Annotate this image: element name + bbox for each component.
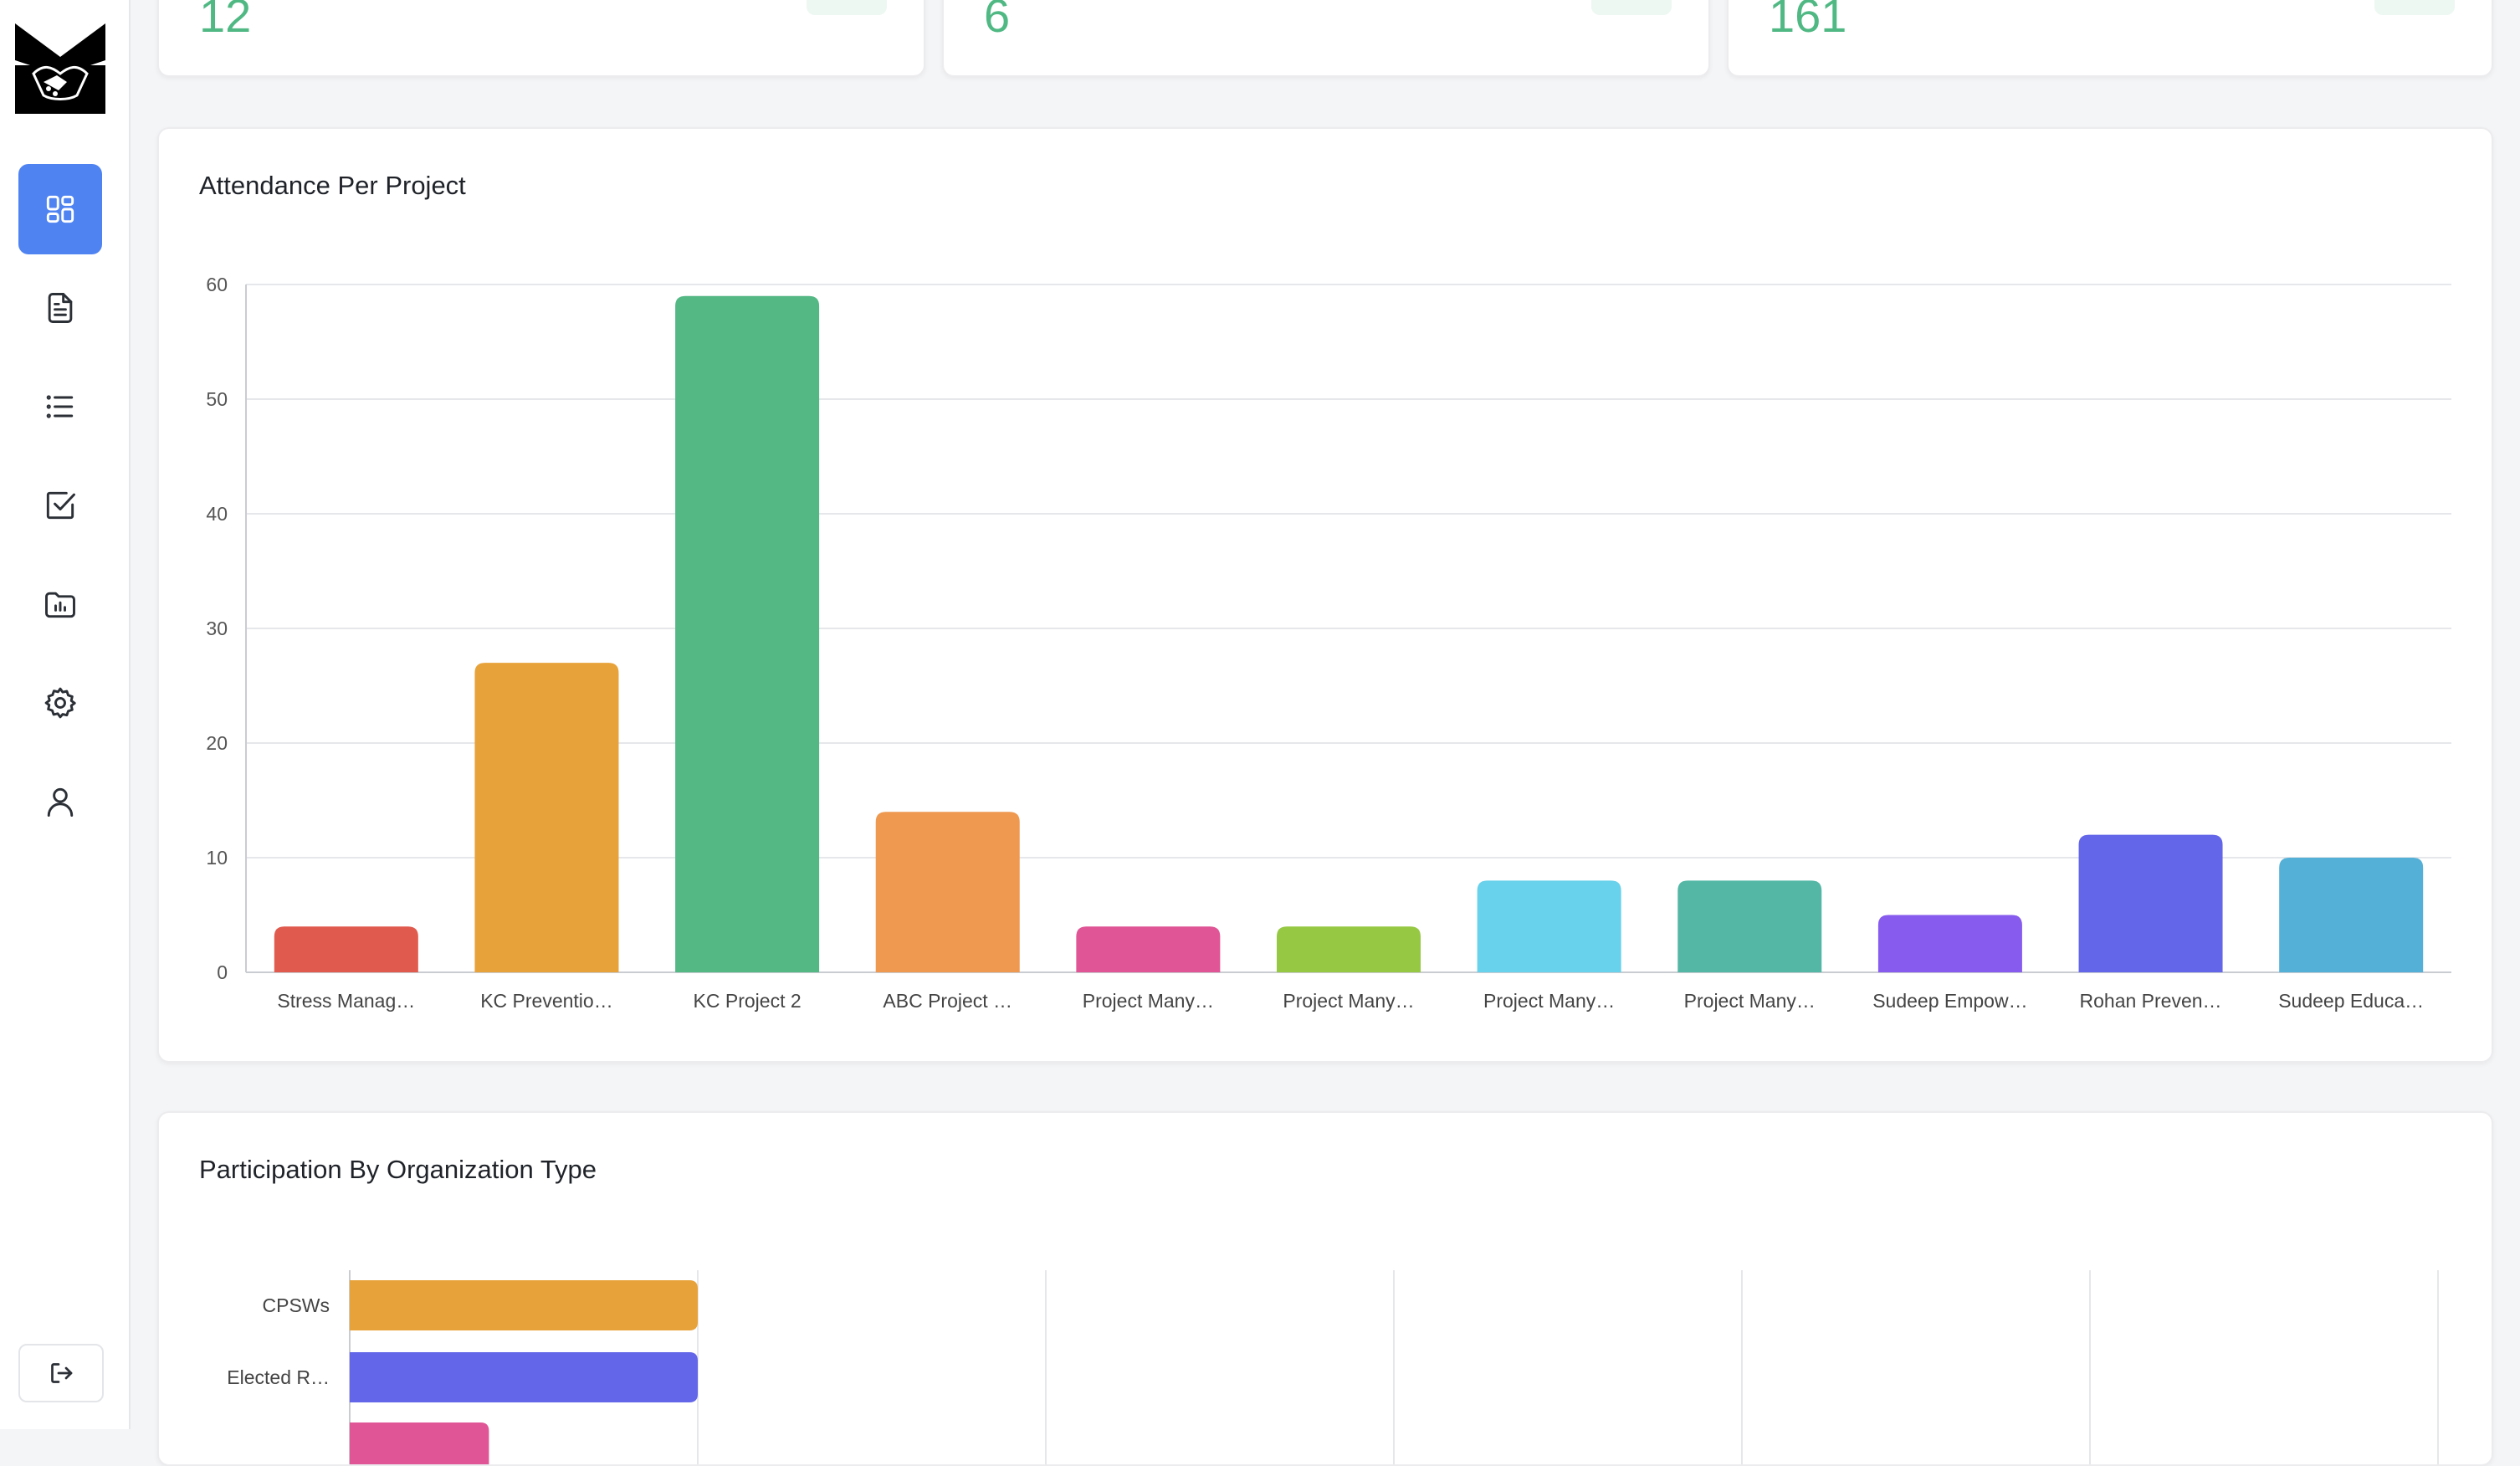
y-tick-label: 30 (206, 618, 228, 639)
bar[interactable] (675, 295, 820, 972)
logout-button[interactable] (18, 1344, 104, 1402)
x-tick-label: Project Many… (1483, 990, 1615, 1012)
handshake-logo-icon[interactable] (15, 23, 105, 114)
stat-badge (1591, 0, 1672, 15)
folder-chart-icon (45, 592, 75, 618)
stat-value: 12 (199, 0, 252, 42)
stat-badge (2374, 0, 2455, 15)
y-tick-label: 20 (206, 732, 228, 754)
sidebar-item-gear[interactable] (18, 658, 102, 748)
x-tick-label: Sudeep Empow… (1872, 990, 2027, 1012)
y-tick-label: 40 (206, 503, 228, 525)
x-tick-label: Project Many… (1083, 990, 1214, 1012)
chart-title: Participation By Organization Type (199, 1155, 597, 1184)
attendance-bar-chart: 0 10 20 30 40 50 60 Stress Manag… KC Preventio… K… (206, 274, 2451, 1012)
bar[interactable] (350, 1280, 698, 1330)
stat-badge (807, 0, 887, 15)
y-tick-label: 0 (217, 961, 228, 983)
sidebar-item-dashboard-grid[interactable] (18, 164, 102, 254)
sidebar-item-list[interactable] (18, 361, 102, 452)
y-tick-label: CPSWs (263, 1294, 330, 1316)
bar[interactable] (1477, 880, 1621, 972)
stat-card-1: 12 (157, 0, 925, 77)
sidebar-item-folder-chart[interactable] (18, 559, 102, 649)
bar[interactable] (350, 1352, 698, 1402)
sidebar-item-document[interactable] (18, 263, 102, 353)
sidebar-item-checkbox[interactable] (18, 460, 102, 551)
chart-title: Attendance Per Project (199, 171, 466, 200)
x-tick-label: Project Many… (1684, 990, 1816, 1012)
bar[interactable] (1277, 926, 1421, 972)
stat-card-3: 161 (1727, 0, 2493, 77)
checkbox-icon (46, 491, 75, 520)
stat-card-2: 6 (942, 0, 1710, 77)
x-tick-label: KC Project 2 (694, 990, 802, 1012)
gear-icon (44, 687, 76, 719)
y-tick-label: 60 (206, 274, 228, 295)
x-tick-label: KC Preventio… (480, 990, 613, 1012)
document-icon (48, 293, 73, 323)
x-tick-label: Rohan Preven… (2080, 990, 2222, 1012)
stat-value: 161 (1769, 0, 1847, 42)
sidebar-item-user[interactable] (18, 756, 102, 847)
participation-chart-card: Participation By Organization Type CPSWs… (157, 1111, 2493, 1466)
dashboard-grid-icon (46, 195, 74, 223)
bar[interactable] (1677, 880, 1822, 972)
user-icon (47, 787, 74, 817)
x-tick-label: Sudeep Educa… (2278, 990, 2424, 1012)
sidebar (0, 0, 131, 1429)
bar[interactable] (474, 663, 619, 972)
bar[interactable] (1877, 915, 2022, 973)
y-tick-label: Elected R… (227, 1366, 330, 1388)
bar[interactable] (2279, 858, 2424, 972)
participation-bar-chart: CPSWs Elected R… (227, 1270, 2439, 1464)
bar[interactable] (274, 926, 418, 972)
logout-icon (51, 1363, 73, 1383)
x-tick-label: Project Many… (1283, 990, 1414, 1012)
attendance-chart-card: Attendance Per Project 0 10 20 30 40 50 60 Stre… (157, 127, 2493, 1063)
x-tick-label: Stress Manag… (277, 990, 415, 1012)
bar[interactable] (1076, 926, 1221, 972)
list-icon (46, 395, 74, 418)
bar[interactable] (875, 812, 1020, 972)
bar[interactable] (2078, 834, 2223, 972)
y-tick-label: 50 (206, 388, 228, 410)
stat-value: 6 (984, 0, 1011, 42)
y-tick-label: 10 (206, 847, 228, 869)
x-tick-label: ABC Project … (883, 990, 1012, 1012)
